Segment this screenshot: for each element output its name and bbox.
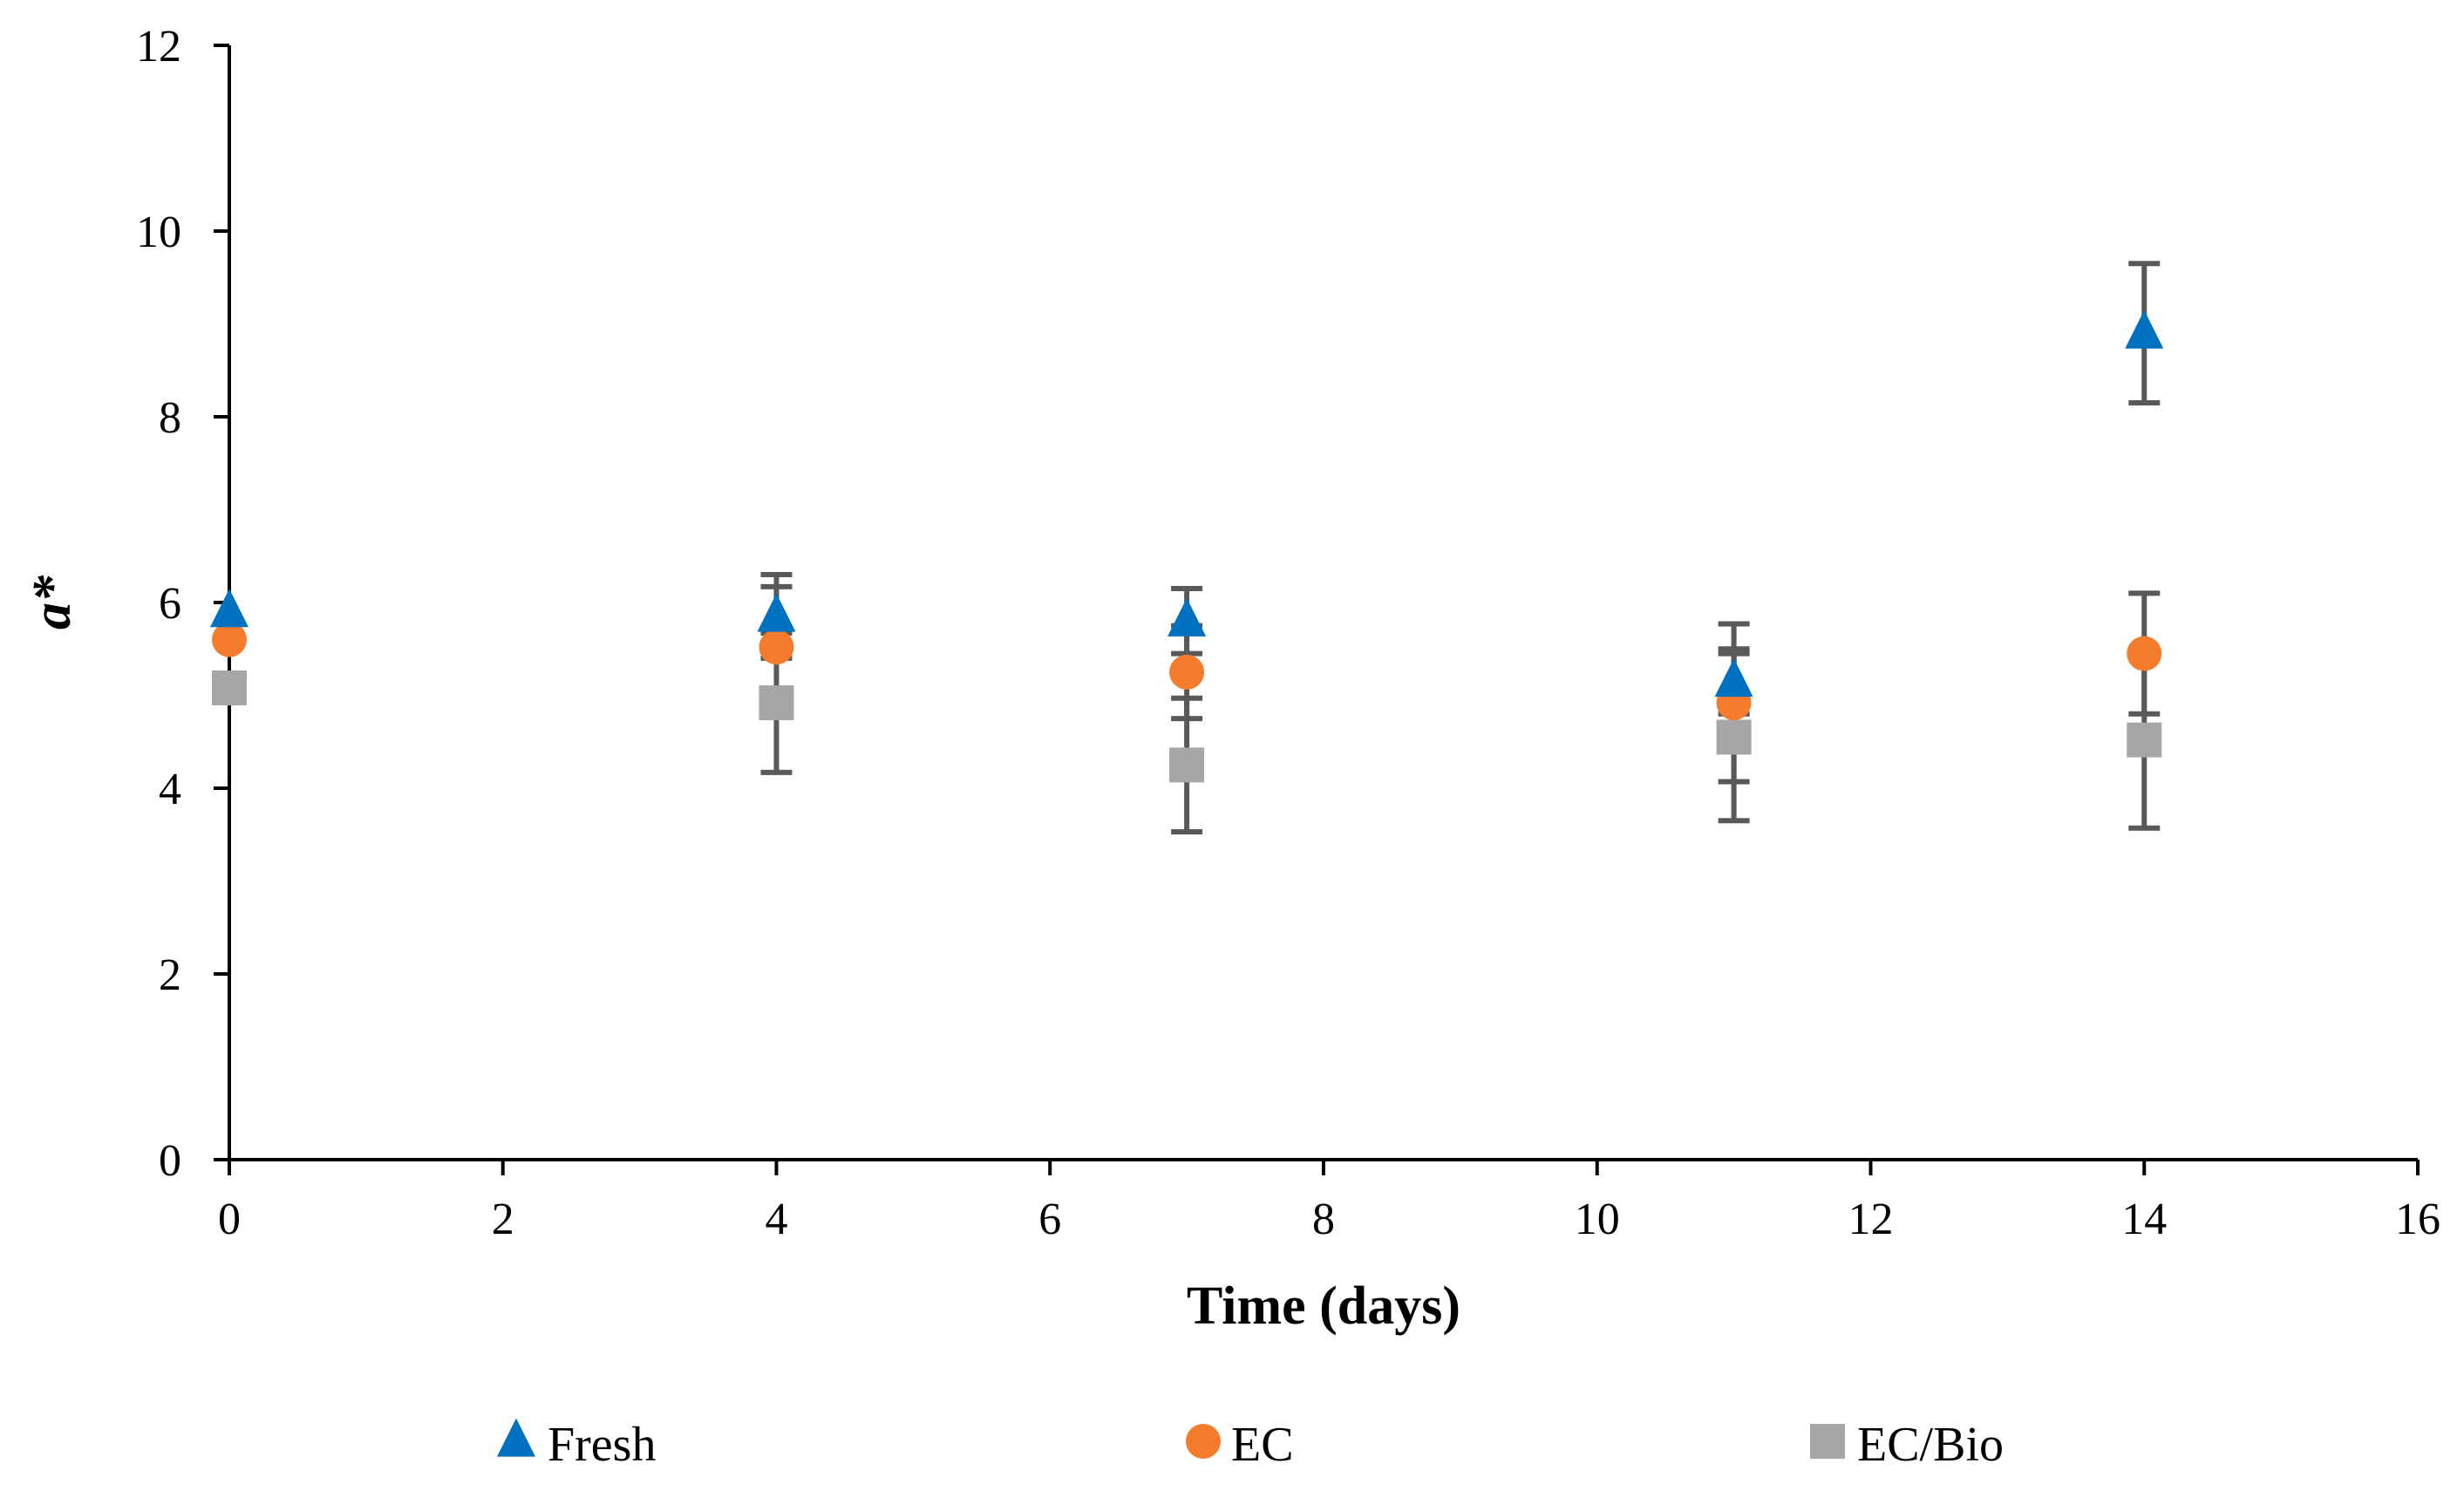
data-point-ec-bio: [759, 685, 794, 721]
data-point-ec: [2127, 636, 2162, 671]
legend-item-ec: EC: [1186, 1418, 1294, 1472]
x-tick-label: 16: [2395, 1195, 2440, 1244]
y-tick-label: 4: [159, 765, 181, 814]
y-tick-label: 8: [159, 393, 181, 443]
legend-marker-ec: [1186, 1424, 1221, 1459]
legend-item-fresh: Fresh: [497, 1418, 656, 1472]
x-tick-label: 12: [1848, 1195, 1894, 1244]
data-point-fresh: [1714, 658, 1753, 698]
data-point-ec-bio: [1716, 719, 1752, 755]
data-point-ec: [212, 622, 247, 657]
y-tick-label: 2: [159, 950, 181, 1000]
axes: 0 2 4 6 8 10 12 0 2 4 6 8 10 12 14 16: [136, 22, 2440, 1244]
legend-label-ec: EC: [1231, 1418, 1294, 1472]
data-point-ec-bio: [1169, 747, 1205, 783]
x-tick-label: 2: [492, 1195, 514, 1244]
x-tick-label: 8: [1312, 1195, 1335, 1244]
data-point-fresh: [757, 593, 796, 632]
legend-label-ec-bio: EC/Bio: [1857, 1418, 2004, 1472]
data-point-ec: [1169, 654, 1205, 690]
data-point-ec: [759, 630, 794, 665]
legend: Fresh EC EC/Bio: [497, 1418, 2004, 1472]
legend-label-fresh: Fresh: [548, 1418, 656, 1472]
legend-marker-ec-bio: [1810, 1424, 1845, 1459]
data-point-fresh: [2125, 310, 2164, 349]
data-point-ec-bio: [212, 670, 247, 705]
y-tick-label: 12: [136, 22, 181, 71]
error-bars: [760, 261, 2161, 835]
y-tick-label: 10: [136, 208, 181, 257]
x-tick-label: 4: [766, 1195, 788, 1244]
y-axis-title: a*: [23, 575, 82, 630]
data-point-fresh: [1167, 597, 1207, 637]
x-tick-label: 6: [1038, 1195, 1061, 1244]
legend-marker-fresh: [497, 1418, 535, 1457]
data-point-ec-bio: [2127, 722, 2162, 758]
x-axis-title: Time (days): [1187, 1277, 1460, 1336]
y-tick-label: 6: [159, 579, 181, 629]
y-tick-label: 0: [159, 1136, 181, 1186]
x-tick-label: 14: [2121, 1195, 2167, 1244]
x-tick-label: 10: [1575, 1195, 1620, 1244]
data-markers: [210, 310, 2164, 783]
data-point-fresh: [210, 589, 248, 628]
x-tick-label: 0: [218, 1195, 241, 1244]
legend-item-ec-bio: EC/Bio: [1810, 1418, 2004, 1472]
